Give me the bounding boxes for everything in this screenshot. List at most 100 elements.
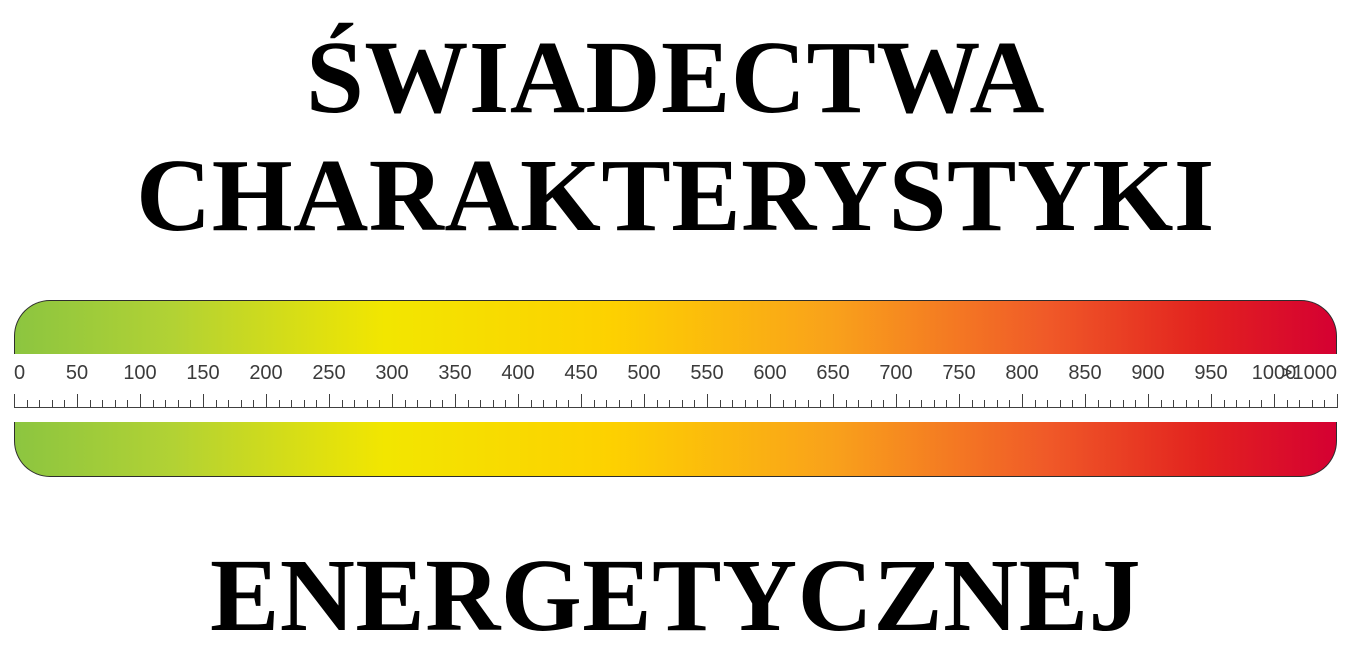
tick-major <box>1211 394 1212 408</box>
tick-minor <box>997 400 998 408</box>
tick-minor <box>505 400 506 408</box>
tick-minor <box>1324 400 1325 408</box>
tick-minor <box>657 400 658 408</box>
tick-minor <box>417 400 418 408</box>
tick-minor <box>732 400 733 408</box>
tick-minor <box>1161 400 1162 408</box>
tick-minor <box>984 400 985 408</box>
scale-label: 450 <box>564 362 597 385</box>
scale-label: 300 <box>375 362 408 385</box>
tick-minor <box>1299 400 1300 408</box>
scale-label: >1000 <box>1281 362 1337 385</box>
tick-minor <box>253 400 254 408</box>
tick-minor <box>1186 400 1187 408</box>
tick-minor <box>316 400 317 408</box>
tick-major <box>392 394 393 408</box>
tick-major <box>329 394 330 408</box>
scale-label: 850 <box>1068 362 1101 385</box>
scale-label: 0 <box>14 362 25 385</box>
tick-minor <box>1035 400 1036 408</box>
scale-label: 200 <box>249 362 282 385</box>
tick-major <box>140 394 141 408</box>
tick-minor <box>1047 400 1048 408</box>
tick-minor <box>153 400 154 408</box>
tick-minor <box>291 400 292 408</box>
tick-minor <box>493 400 494 408</box>
tick-major <box>896 394 897 408</box>
tick-minor <box>820 400 821 408</box>
scale-label: 950 <box>1194 362 1227 385</box>
tick-major <box>644 394 645 408</box>
tick-minor <box>190 400 191 408</box>
tick-major <box>14 394 15 408</box>
tick-minor <box>1287 400 1288 408</box>
tick-minor <box>1135 400 1136 408</box>
tick-minor <box>354 400 355 408</box>
tick-minor <box>1198 400 1199 408</box>
tick-minor <box>430 400 431 408</box>
tick-major <box>833 394 834 408</box>
tick-minor <box>795 400 796 408</box>
tick-minor <box>909 400 910 408</box>
scale-ticks <box>0 408 1351 422</box>
scale-label: 750 <box>942 362 975 385</box>
tick-minor <box>27 400 28 408</box>
tick-minor <box>178 400 179 408</box>
scale-label: 800 <box>1005 362 1038 385</box>
tick-minor <box>972 400 973 408</box>
tick-minor <box>102 400 103 408</box>
scale-labels: 0501001502002503003504004505005506006507… <box>0 362 1351 390</box>
scale-bar-bottom <box>14 422 1337 477</box>
tick-minor <box>90 400 91 408</box>
title-line-2: CHARAKTERYSTYKI <box>0 140 1351 252</box>
tick-minor <box>1110 400 1111 408</box>
tick-minor <box>720 400 721 408</box>
tick-major <box>518 394 519 408</box>
tick-major <box>266 394 267 408</box>
tick-minor <box>606 400 607 408</box>
tick-minor <box>165 400 166 408</box>
tick-minor <box>946 400 947 408</box>
tick-major <box>203 394 204 408</box>
tick-minor <box>694 400 695 408</box>
title-block-top: ŚWIADECTWA CHARAKTERYSTYKI <box>0 0 1351 253</box>
scale-label: 150 <box>186 362 219 385</box>
tick-minor <box>1072 400 1073 408</box>
tick-minor <box>39 400 40 408</box>
tick-minor <box>468 400 469 408</box>
scale-label: 650 <box>816 362 849 385</box>
tick-minor <box>1098 400 1099 408</box>
tick-major <box>1022 394 1023 408</box>
tick-minor <box>241 400 242 408</box>
tick-minor <box>115 400 116 408</box>
tick-minor <box>619 400 620 408</box>
tick-minor <box>279 400 280 408</box>
tick-major <box>959 394 960 408</box>
tick-minor <box>556 400 557 408</box>
tick-minor <box>871 400 872 408</box>
tick-minor <box>228 400 229 408</box>
tick-minor <box>1009 400 1010 408</box>
tick-minor <box>757 400 758 408</box>
scale-label: 100 <box>123 362 156 385</box>
tick-minor <box>543 400 544 408</box>
scale-bar-top <box>14 300 1337 355</box>
tick-minor <box>594 400 595 408</box>
scale-label: 550 <box>690 362 723 385</box>
tick-minor <box>846 400 847 408</box>
tick-minor <box>64 400 65 408</box>
scale-ruler: 0501001502002503003504004505005506006507… <box>0 354 1351 422</box>
scale-label: 700 <box>879 362 912 385</box>
tick-major <box>1085 394 1086 408</box>
tick-minor <box>1060 400 1061 408</box>
tick-minor <box>342 400 343 408</box>
tick-minor <box>783 400 784 408</box>
tick-minor <box>745 400 746 408</box>
tick-minor <box>127 400 128 408</box>
tick-major <box>455 394 456 408</box>
title-line-1: ŚWIADECTWA <box>0 22 1351 134</box>
tick-minor <box>568 400 569 408</box>
tick-minor <box>52 400 53 408</box>
tick-minor <box>480 400 481 408</box>
tick-minor <box>934 400 935 408</box>
